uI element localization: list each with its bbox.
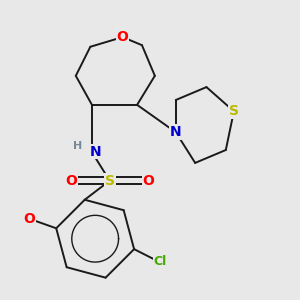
Text: N: N (170, 125, 182, 139)
Text: O: O (23, 212, 35, 226)
Text: N: N (89, 145, 101, 159)
Text: O: O (142, 174, 154, 188)
Text: H: H (73, 141, 82, 151)
Text: Cl: Cl (153, 255, 167, 268)
Text: S: S (105, 174, 115, 188)
Text: O: O (117, 30, 128, 44)
Text: O: O (65, 174, 77, 188)
Text: S: S (229, 104, 239, 118)
